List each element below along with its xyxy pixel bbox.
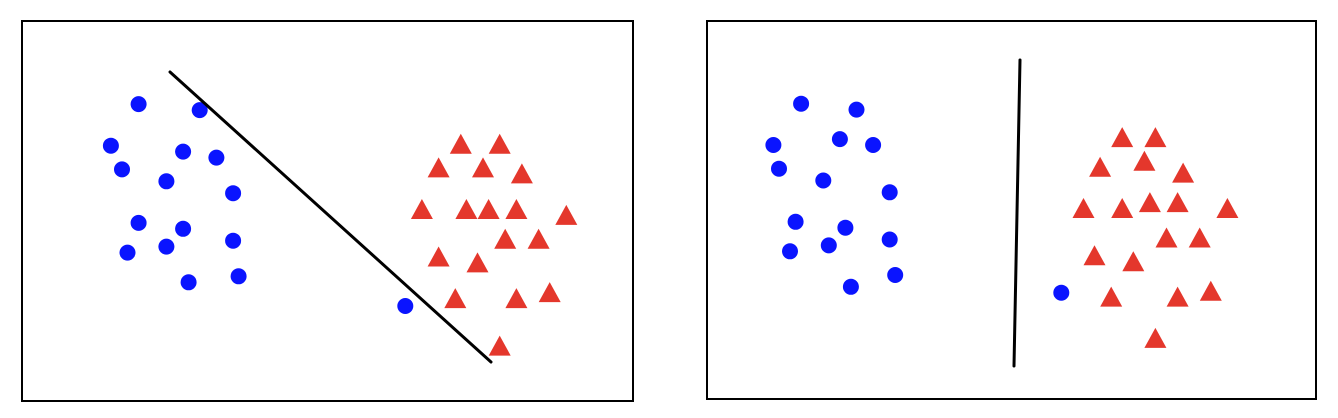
red-triangle-point [1199, 280, 1222, 301]
blue-circle-point [180, 274, 197, 291]
red-triangle-point [494, 228, 517, 249]
red-triangle-point [1089, 156, 1112, 177]
red-triangle-point [1083, 245, 1106, 266]
red-triangle-point [488, 133, 511, 154]
red-triangle-point [505, 199, 528, 219]
red-triangle-point [427, 157, 450, 178]
blue-circle-point [782, 243, 798, 260]
red-triangle-point [1188, 227, 1211, 248]
red-triangle-point [466, 252, 489, 273]
blue-circle-point [208, 149, 225, 166]
red-triangle-point [1172, 162, 1195, 183]
red-triangle-point [477, 199, 500, 219]
right-panel-frame [706, 20, 1317, 400]
blue-circle-point [765, 137, 782, 153]
blue-circle-point [102, 137, 119, 154]
blue-circle-point [225, 185, 242, 202]
red-triangle-point [444, 288, 467, 309]
red-triangle-point [510, 163, 533, 184]
blue-circle-point [175, 143, 192, 160]
blue-circle-point [815, 172, 832, 189]
left-panel [21, 20, 634, 402]
blue-circle-point [842, 278, 859, 295]
red-triangle-point [555, 204, 578, 225]
red-triangle-point [427, 246, 450, 267]
red-triangle-point [1144, 127, 1167, 148]
blue-circle-point [230, 268, 247, 285]
blue-circle-point [787, 213, 804, 230]
red-triangle-point [472, 157, 494, 178]
blue-circle-point [191, 102, 208, 119]
left-decision-boundary-line [168, 70, 493, 364]
blue-circle-point [158, 173, 175, 190]
blue-circle-point [881, 184, 898, 201]
red-triangle-point [538, 282, 561, 303]
red-triangle-point [1166, 286, 1189, 307]
blue-circle-point [793, 95, 810, 112]
blue-circle-point [771, 160, 787, 177]
red-triangle-point [505, 288, 528, 309]
blue-circle-point [130, 96, 147, 113]
blue-circle-point [837, 219, 854, 236]
red-triangle-point [449, 133, 472, 154]
red-triangle-point [1138, 192, 1161, 213]
red-triangle-point [1122, 251, 1145, 272]
red-triangle-point [1216, 198, 1239, 218]
blue-circle-point [158, 238, 175, 255]
red-triangle-point [1155, 227, 1178, 248]
red-triangle-point [410, 199, 433, 219]
right-decision-boundary-line [1012, 58, 1022, 368]
red-triangle-point [455, 199, 478, 219]
blue-circle-point [119, 244, 136, 261]
blue-circle-point [848, 101, 865, 118]
blue-circle-point [1053, 284, 1070, 301]
blue-circle-point [887, 267, 904, 283]
blue-circle-point [831, 131, 848, 148]
red-triangle-point [1133, 150, 1156, 171]
red-triangle-point [1166, 192, 1189, 213]
blue-circle-point [881, 231, 898, 248]
blue-circle-point [865, 137, 882, 153]
red-triangle-point [1111, 198, 1134, 218]
blue-circle-point [114, 161, 130, 178]
red-triangle-point [527, 228, 550, 249]
red-triangle-point [1111, 127, 1134, 148]
blue-circle-point [820, 237, 837, 254]
red-triangle-point [1144, 327, 1167, 348]
blue-circle-point [130, 214, 147, 231]
red-triangle-point [488, 335, 511, 356]
blue-circle-point [175, 220, 192, 237]
red-triangle-point [1100, 286, 1123, 307]
blue-circle-point [225, 232, 242, 249]
left-panel-frame [21, 20, 634, 402]
blue-circle-point [397, 298, 414, 314]
right-panel [706, 20, 1317, 400]
red-triangle-point [1072, 198, 1095, 218]
